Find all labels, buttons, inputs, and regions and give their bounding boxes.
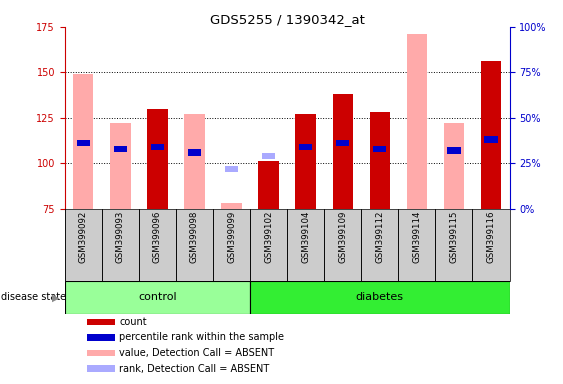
Bar: [87, 318, 115, 325]
Bar: [299, 144, 312, 150]
Bar: [399, 209, 435, 281]
Bar: [139, 209, 176, 281]
Bar: [361, 209, 399, 281]
Bar: [444, 123, 464, 209]
Text: value, Detection Call = ABSENT: value, Detection Call = ABSENT: [119, 348, 274, 358]
Bar: [333, 94, 353, 209]
Bar: [484, 136, 498, 143]
Text: GSM399114: GSM399114: [412, 211, 421, 263]
Text: GSM399096: GSM399096: [153, 211, 162, 263]
Text: GSM399093: GSM399093: [116, 211, 125, 263]
Text: GSM399098: GSM399098: [190, 211, 199, 263]
Bar: [188, 149, 201, 156]
Bar: [176, 209, 213, 281]
Bar: [65, 281, 250, 314]
Bar: [73, 74, 93, 209]
Bar: [114, 146, 127, 152]
Text: GSM399109: GSM399109: [338, 211, 347, 263]
Bar: [147, 109, 168, 209]
Text: rank, Detection Call = ABSENT: rank, Detection Call = ABSENT: [119, 364, 269, 374]
Bar: [406, 34, 427, 209]
Bar: [87, 365, 115, 372]
Bar: [472, 209, 510, 281]
Bar: [258, 162, 279, 209]
Text: diabetes: diabetes: [356, 292, 404, 302]
Text: percentile rank within the sample: percentile rank within the sample: [119, 333, 284, 343]
Bar: [87, 349, 115, 356]
Bar: [324, 209, 361, 281]
Text: GSM399102: GSM399102: [264, 211, 273, 263]
Bar: [481, 61, 501, 209]
Text: GSM399116: GSM399116: [486, 211, 495, 263]
Bar: [184, 114, 205, 209]
Text: count: count: [119, 317, 146, 327]
Bar: [447, 147, 461, 154]
Bar: [336, 140, 350, 146]
Bar: [435, 209, 472, 281]
Bar: [213, 209, 250, 281]
Title: GDS5255 / 1390342_at: GDS5255 / 1390342_at: [209, 13, 365, 26]
Text: GSM399099: GSM399099: [227, 211, 236, 263]
Bar: [250, 281, 510, 314]
Text: GSM399092: GSM399092: [79, 211, 88, 263]
Bar: [65, 209, 102, 281]
Bar: [77, 140, 90, 146]
Text: GSM399115: GSM399115: [449, 211, 458, 263]
Bar: [151, 144, 164, 150]
Bar: [373, 146, 386, 152]
Bar: [296, 114, 316, 209]
Text: GSM399104: GSM399104: [301, 211, 310, 263]
Bar: [225, 166, 238, 172]
Bar: [110, 123, 131, 209]
Text: GSM399112: GSM399112: [376, 211, 385, 263]
Bar: [221, 203, 242, 209]
Bar: [102, 209, 139, 281]
Text: disease state: disease state: [1, 292, 66, 302]
Bar: [287, 209, 324, 281]
Bar: [250, 209, 287, 281]
Text: control: control: [138, 292, 177, 302]
Text: ▶: ▶: [52, 292, 60, 302]
Bar: [87, 334, 115, 341]
Bar: [262, 153, 275, 159]
Bar: [369, 113, 390, 209]
